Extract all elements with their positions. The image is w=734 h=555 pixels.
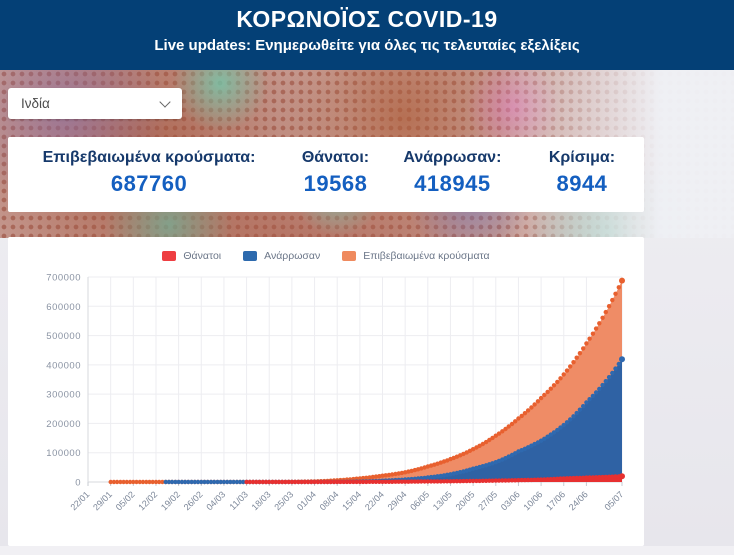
country-select-value: Ινδία xyxy=(21,96,50,111)
chart-card: Θάνατοι Ανάρρωσαν Επιβεβαιωμένα κρούσματ… xyxy=(8,237,644,546)
legend-swatch-deaths-icon xyxy=(162,251,177,261)
legend-swatch-confirmed-icon xyxy=(342,251,357,261)
stat-critical-label: Κρίσιμα: xyxy=(548,148,616,166)
svg-text:22/04: 22/04 xyxy=(363,489,386,512)
svg-text:0: 0 xyxy=(75,478,81,489)
svg-text:03/06: 03/06 xyxy=(499,489,522,512)
covid-trend-chart[interactable]: 0 100000 200000 300000 400000 500000 600000 700… xyxy=(8,267,644,555)
svg-text:27/05: 27/05 xyxy=(476,489,499,512)
chart-svg: 0 100000 200000 300000 400000 500000 600000 700… xyxy=(46,273,625,513)
stat-recovered-value: 418945 xyxy=(414,170,491,196)
svg-text:17/06: 17/06 xyxy=(544,489,567,512)
svg-text:13/05: 13/05 xyxy=(431,489,454,512)
stat-confirmed-value: 687760 xyxy=(110,170,188,196)
stat-critical: Κρίσιμα: 8944 xyxy=(522,149,642,197)
svg-text:01/04: 01/04 xyxy=(295,489,318,512)
legend-item-recovered[interactable]: Ανάρρωσαν xyxy=(243,250,320,262)
svg-text:29/04: 29/04 xyxy=(386,489,409,512)
page-title: ΚΟΡΩΝΟΪΟΣ COVID-19 xyxy=(236,6,498,32)
stat-deaths-label: Θάνατοι: xyxy=(301,148,370,166)
svg-text:600000: 600000 xyxy=(46,302,81,313)
svg-text:05/02: 05/02 xyxy=(114,489,137,512)
svg-text:06/05: 06/05 xyxy=(408,489,431,512)
svg-text:22/01: 22/01 xyxy=(68,489,91,512)
svg-text:15/04: 15/04 xyxy=(340,489,363,512)
legend-label-recovered: Ανάρρωσαν xyxy=(264,250,321,262)
svg-text:26/02: 26/02 xyxy=(182,489,205,512)
series-area-recovered xyxy=(165,359,622,482)
app-header: ΚΟΡΩΝΟΪΟΣ COVID-19 Live updates: Ενημερω… xyxy=(0,0,734,70)
stat-confirmed: Επιβεβαιωμένα κρούσματα: 687760 xyxy=(10,149,288,197)
stat-deaths: Θάνατοι: 19568 xyxy=(288,149,383,197)
svg-text:11/03: 11/03 xyxy=(227,489,250,512)
legend-swatch-recovered-icon xyxy=(243,251,258,261)
legend-label-deaths: Θάνατοι xyxy=(183,250,222,262)
svg-text:12/02: 12/02 xyxy=(136,489,159,512)
svg-text:700000: 700000 xyxy=(46,273,81,284)
stat-recovered: Ανάρρωσαν: 418945 xyxy=(383,149,522,197)
svg-text:29/01: 29/01 xyxy=(91,489,114,512)
svg-text:10/06: 10/06 xyxy=(522,489,545,512)
page-subtitle: Live updates: Ενημερωθείτε για όλες τις … xyxy=(154,37,580,54)
svg-text:04/03: 04/03 xyxy=(204,489,227,512)
stats-panel: Επιβεβαιωμένα κρούσματα: 687760 Θάνατοι:… xyxy=(8,137,644,212)
legend-label-confirmed: Επιβεβαιωμένα κρούσματα xyxy=(363,250,490,262)
svg-text:25/03: 25/03 xyxy=(272,489,295,512)
series-dots-deaths xyxy=(244,473,625,485)
country-select[interactable]: Ινδία xyxy=(8,88,182,119)
svg-text:400000: 400000 xyxy=(46,360,81,371)
svg-text:08/04: 08/04 xyxy=(318,489,341,512)
y-grid-and-labels: 0 100000 200000 300000 400000 500000 600000 700… xyxy=(46,273,622,489)
svg-text:05/07: 05/07 xyxy=(602,489,625,512)
stat-confirmed-label: Επιβεβαιωμένα κρούσματα: xyxy=(42,148,256,166)
chart-legend: Θάνατοι Ανάρρωσαν Επιβεβαιωμένα κρούσματ… xyxy=(8,248,644,264)
svg-text:20/05: 20/05 xyxy=(454,489,477,512)
svg-text:300000: 300000 xyxy=(46,390,81,401)
svg-text:24/06: 24/06 xyxy=(567,489,590,512)
chevron-down-icon xyxy=(159,95,171,108)
stat-deaths-value: 19568 xyxy=(303,170,368,196)
svg-text:500000: 500000 xyxy=(46,331,81,342)
svg-text:19/02: 19/02 xyxy=(159,489,182,512)
legend-item-deaths[interactable]: Θάνατοι xyxy=(162,250,221,262)
legend-item-confirmed[interactable]: Επιβεβαιωμένα κρούσματα xyxy=(342,250,490,262)
stat-critical-value: 8944 xyxy=(556,170,608,196)
svg-text:18/03: 18/03 xyxy=(250,489,273,512)
svg-text:200000: 200000 xyxy=(46,419,81,430)
svg-text:100000: 100000 xyxy=(46,448,81,459)
stat-recovered-label: Ανάρρωσαν: xyxy=(403,148,502,166)
